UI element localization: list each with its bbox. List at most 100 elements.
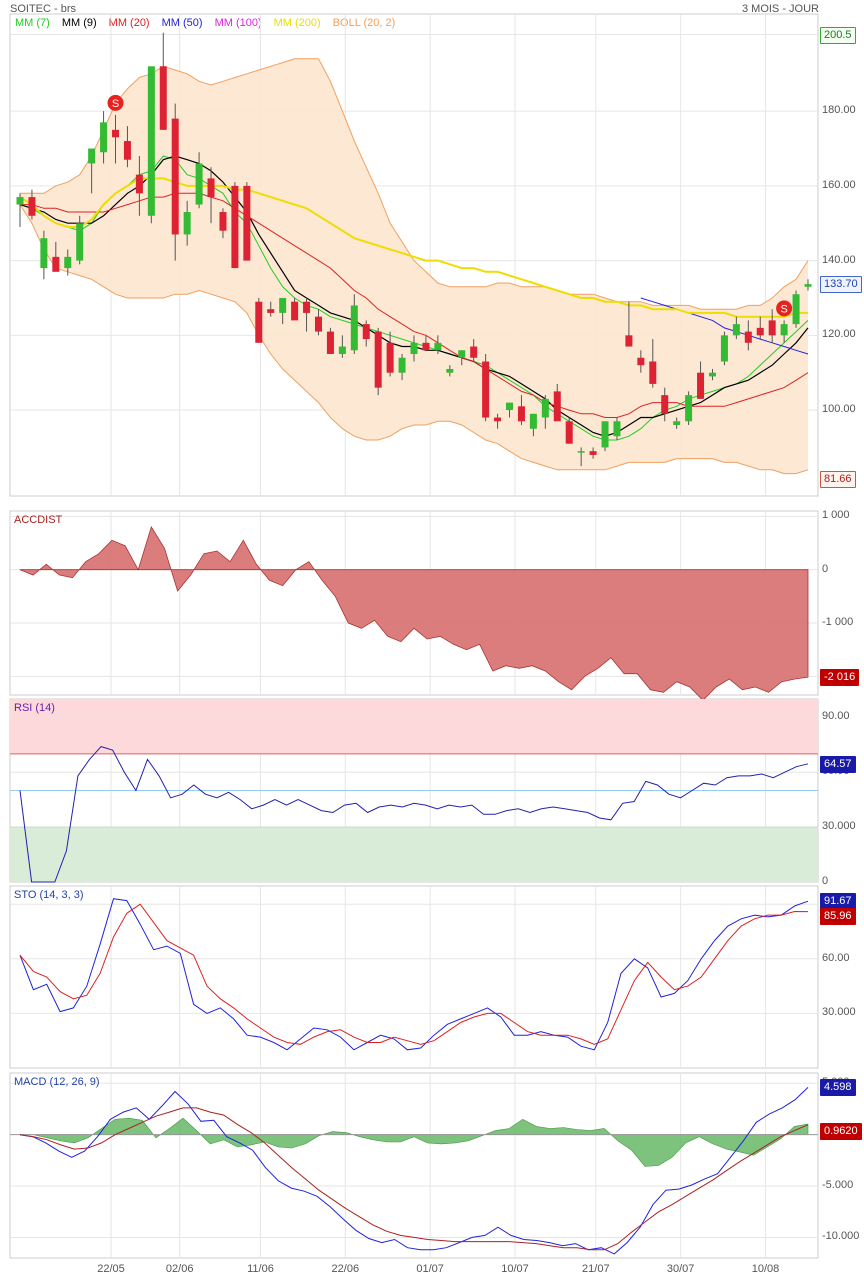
candle-body [243, 185, 251, 261]
candle-body [398, 357, 406, 373]
candle-body [613, 421, 621, 437]
candle-body [529, 413, 537, 429]
y-tick-label: 0 [822, 875, 829, 887]
candle-body [494, 417, 502, 422]
candle-body [422, 342, 430, 351]
x-tick-label: 22/06 [331, 1263, 360, 1275]
y-tick-label: 60.00 [822, 951, 850, 964]
candle-body [231, 185, 239, 269]
candle-body [326, 331, 334, 355]
candle-body [553, 391, 561, 422]
panel-title-macd: MACD (12, 26, 9) [14, 1076, 100, 1088]
candle-body [147, 66, 155, 216]
y-tick-label: 160.00 [822, 178, 856, 191]
accdist-area [19, 526, 809, 701]
candle-body [410, 342, 418, 355]
candle-body [637, 357, 645, 366]
legend-item: MM (200) [273, 17, 321, 29]
candle-body [219, 212, 227, 231]
top-price-tag: 200.5 [820, 26, 856, 44]
candle-body [780, 324, 788, 336]
candle-body [577, 451, 585, 453]
legend-item: MM (7) [15, 17, 50, 29]
candle-body [685, 395, 693, 422]
candle-body [434, 342, 442, 351]
x-tick-label: 10/08 [751, 1263, 780, 1275]
candle-body [517, 406, 525, 422]
candle-body [720, 335, 728, 362]
candle-body [625, 335, 633, 347]
candle-body [470, 346, 478, 358]
candle-body [52, 256, 60, 272]
x-tick-label: 22/05 [97, 1263, 125, 1275]
sell-signal-marker [107, 94, 124, 111]
y-tick-label: 120.00 [822, 328, 856, 341]
candle-body [88, 148, 96, 164]
candle-body [159, 66, 167, 130]
candle-body [756, 327, 764, 336]
sto-d-tag: 85.96 [820, 907, 856, 925]
panel-frame [9, 510, 819, 696]
rsi-line [19, 746, 809, 883]
candle-body [768, 320, 776, 336]
chart-period: 3 MOIS - JOUR [741, 3, 819, 15]
candle-body [458, 350, 466, 358]
x-tick-label: 30/07 [666, 1263, 695, 1275]
legend-item: MM (20) [108, 17, 150, 29]
candle-body [291, 301, 299, 321]
y-tick-label: -5.000 [822, 1179, 854, 1192]
candle-body [446, 368, 454, 373]
candle-body [482, 361, 490, 418]
candle-body [135, 174, 143, 194]
y-tick-label: 30.000 [822, 1006, 856, 1019]
accdist-last-tag: -2 016 [820, 669, 860, 687]
candle-body [744, 331, 752, 343]
y-tick-label: 90.00 [822, 710, 850, 723]
candle-body [279, 297, 287, 313]
candle-body [386, 342, 394, 373]
y-tick-label: 1 000 [822, 509, 850, 522]
legend-item: MM (100) [214, 17, 262, 29]
candle-body [792, 294, 800, 325]
candle-body [661, 395, 669, 414]
candle-body [267, 309, 275, 313]
candle-body [255, 301, 263, 343]
y-tick-label: 140.00 [822, 253, 856, 266]
panel-frame [9, 1072, 819, 1259]
y-tick-label: -10.000 [822, 1230, 860, 1243]
bollinger-lower-line [19, 204, 809, 475]
sell-signal-label: S [780, 303, 787, 315]
y-tick-label: 180.00 [822, 104, 856, 117]
y-tick-label: -1 000 [822, 616, 854, 628]
macd-last-tag: 4.598 [820, 1079, 856, 1097]
chart-symbol: SOITEC - brs [10, 3, 77, 15]
candle-body [697, 372, 705, 399]
candle-body [112, 129, 120, 138]
rsi-oversold-zone [10, 827, 818, 882]
stochastic-line [19, 898, 809, 1051]
bollinger-band-fill [20, 58, 808, 474]
candle-body [732, 324, 740, 336]
candle-body [314, 316, 322, 332]
moving-average-line [640, 297, 809, 355]
macd-line [19, 1087, 809, 1255]
panel-title-rsi: RSI (14) [14, 702, 55, 714]
y-tick-label: 0 [822, 562, 829, 575]
boll-low-tag: 81.66 [820, 470, 856, 488]
candle-body [100, 122, 108, 153]
candle-body [16, 197, 24, 205]
sell-signal-label: S [112, 98, 119, 110]
candle-body [374, 331, 382, 388]
candle-body [171, 118, 179, 235]
macd-signal-line [19, 1107, 809, 1251]
sto-k-tag: 91.67 [820, 893, 856, 911]
rsi-last-tag: 64.57 [820, 755, 856, 773]
panel-frame [9, 885, 819, 1069]
candle-body [589, 451, 597, 455]
sell-signal-marker [776, 300, 793, 317]
macd-signal-last-tag: 0.9620 [820, 1122, 862, 1140]
candle-body [76, 223, 84, 261]
candle-body [40, 238, 48, 269]
legend-item: MM (50) [161, 17, 203, 29]
